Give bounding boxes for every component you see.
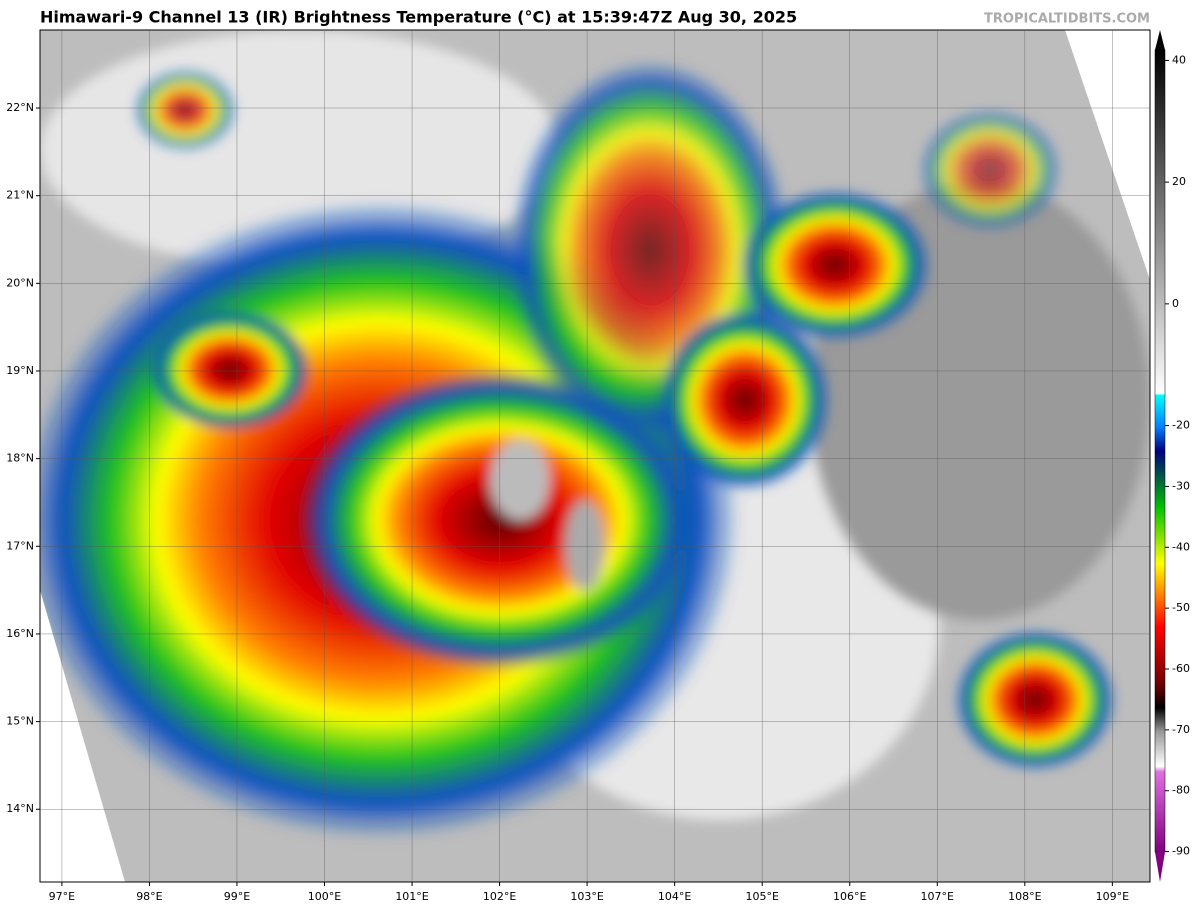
lon-tick-label: 102°E: [483, 890, 516, 903]
lat-tick-label: 15°N: [6, 715, 34, 728]
lon-tick-label: 103°E: [570, 890, 603, 903]
colorbar-tick-label: -90: [1172, 845, 1190, 858]
lon-tick-label: 101°E: [395, 890, 428, 903]
colorbar-extend: [1155, 30, 1165, 50]
colorbar-tick-label: -50: [1172, 601, 1190, 614]
colorbar-tick-label: -30: [1172, 479, 1190, 492]
lon-tick-label: 108°E: [1008, 890, 1041, 903]
lat-tick-label: 22°N: [6, 101, 34, 114]
colorbar-tick-label: 20: [1172, 175, 1186, 188]
colorbar-tick-label: 0: [1172, 297, 1179, 310]
lat-tick-label: 17°N: [6, 539, 34, 552]
colorbar-tick-label: 40: [1172, 53, 1186, 66]
colorbar-tick-label: -40: [1172, 540, 1190, 553]
lon-tick-label: 105°E: [745, 890, 778, 903]
satellite-image: [40, 30, 1150, 882]
map-title: Himawari-9 Channel 13 (IR) Brightness Te…: [40, 8, 797, 27]
colorbar-tick-label: -60: [1172, 662, 1190, 675]
credit: TROPICALTIDBITS.COM: [984, 12, 1150, 27]
map-frame: [39, 29, 1151, 883]
colorbar-tick-label: -20: [1172, 419, 1190, 432]
lon-tick-label: 106°E: [833, 890, 866, 903]
lon-tick-label: 98°E: [136, 890, 162, 903]
lat-tick-label: 18°N: [6, 452, 34, 465]
colorbar-tick-label: -80: [1172, 784, 1190, 797]
lat-tick-label: 16°N: [6, 627, 34, 640]
colorbar-extend: [1155, 852, 1165, 882]
lat-tick-label: 20°N: [6, 276, 34, 289]
lon-tick-label: 97°E: [49, 890, 75, 903]
lon-tick-label: 99°E: [224, 890, 250, 903]
colorbar: [1154, 49, 1166, 853]
colorbar-tick-label: -70: [1172, 723, 1190, 736]
lon-tick-label: 104°E: [658, 890, 691, 903]
lon-tick-label: 100°E: [308, 890, 341, 903]
lon-tick-label: 107°E: [921, 890, 954, 903]
lat-tick-label: 14°N: [6, 802, 34, 815]
lat-tick-label: 21°N: [6, 189, 34, 202]
lat-tick-label: 19°N: [6, 364, 34, 377]
lon-tick-label: 109°E: [1096, 890, 1129, 903]
